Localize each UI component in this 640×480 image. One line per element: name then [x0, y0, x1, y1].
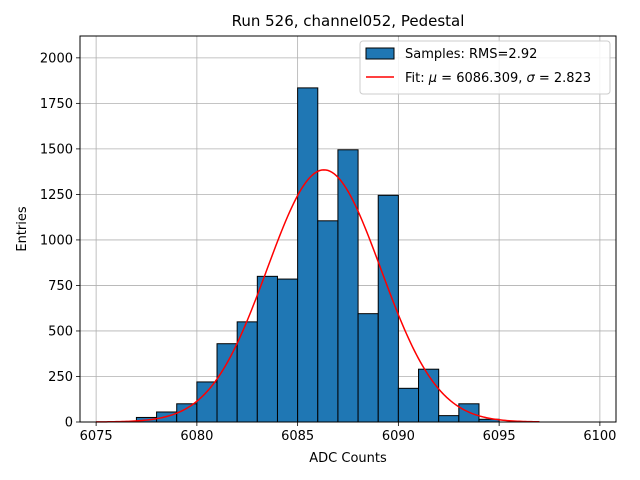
axes-frame [79, 35, 617, 423]
x-tick-label: 6095 [483, 429, 516, 444]
histogram-bar [418, 368, 440, 423]
x-axis-label: ADC Counts [309, 451, 387, 466]
histogram-bar [216, 343, 238, 423]
legend: Samples: RMS=2.92 Fit: μ = 6086.309, σ =… [359, 40, 611, 95]
legend-fit-label: Fit: μ = 6086.309, σ = 2.823 [405, 71, 591, 86]
x-tick-label: 6080 [180, 429, 213, 444]
x-tick-label: 6085 [281, 429, 314, 444]
y-tick-label: 1500 [40, 142, 73, 157]
legend-samples-label: Samples: RMS=2.92 [405, 47, 537, 62]
y-tick-label: 500 [48, 324, 73, 339]
histogram-bar [297, 87, 319, 423]
x-tick-label: 6075 [80, 429, 113, 444]
y-tick-label: 1250 [40, 188, 73, 203]
x-tick-label: 6100 [583, 429, 616, 444]
y-tick-label: 1000 [40, 233, 73, 248]
histogram-bar [438, 415, 460, 423]
histogram-bar [357, 313, 379, 423]
grid-lines [80, 36, 616, 423]
legend-box [359, 40, 611, 95]
histogram-bar [196, 381, 218, 423]
histogram-bar [276, 278, 299, 423]
y-tick-label: 750 [48, 279, 73, 294]
histogram-bars [135, 87, 500, 423]
fit-curve [96, 169, 540, 423]
y-tick-label: 0 [65, 416, 73, 431]
histogram-bar [176, 403, 198, 423]
histogram-bar [317, 220, 339, 423]
legend-samples-swatch [365, 47, 395, 60]
histogram-bar [397, 387, 420, 423]
y-tick-label: 1750 [40, 97, 73, 112]
chart-title: Run 526, channel052, Pedestal [232, 12, 465, 30]
y-axis-ticks: 0 250 500 750 1000 1250 1500 1750 2000 [40, 51, 80, 431]
y-tick-label: 250 [48, 370, 73, 385]
x-axis-ticks: 6075 6080 6085 6090 6095 6100 [80, 422, 616, 444]
y-axis-label: Entries [15, 206, 30, 252]
x-tick-label: 6090 [382, 429, 415, 444]
y-tick-label: 2000 [40, 51, 73, 66]
histogram-bar [256, 275, 278, 423]
